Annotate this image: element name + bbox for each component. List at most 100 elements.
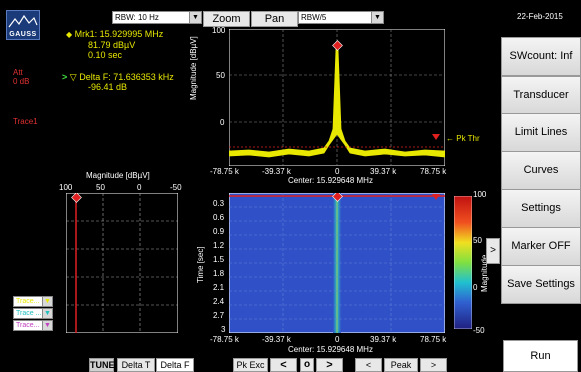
waterfall-ylabel: Time [sec]	[196, 246, 205, 283]
delta-freq: Delta F: 71.636353 kHz	[79, 72, 174, 82]
chevron-down-icon: ▼	[42, 297, 52, 306]
delta-arrow-icon: >	[62, 72, 68, 82]
marker-diamond-icon	[332, 193, 343, 202]
pk-thr-text: Pk Thr	[456, 134, 480, 143]
trace-select-1[interactable]: Trace... ▼	[13, 296, 53, 307]
chevron-down-icon: ▼	[42, 321, 52, 330]
delta-level: -96.41 dB	[88, 82, 128, 92]
delta-marker-icon	[432, 194, 440, 200]
waterfall-ytick: 2.1	[213, 283, 225, 292]
spectrum-xlabel: Center: 15.929648 MHz	[288, 176, 373, 185]
waterfall-ytick: 0.9	[213, 227, 225, 236]
delta-f-button[interactable]: Delta F	[156, 358, 194, 372]
waterfall-ytick: 0.3	[213, 199, 225, 208]
center-marker-button[interactable]: o	[300, 358, 314, 372]
colorbar-toggle-button[interactable]: >	[486, 238, 500, 264]
marker1-freq: Mrk1: 15.929995 MHz	[74, 29, 164, 39]
pk-thr-label: ← Pk Thr	[446, 134, 480, 143]
date-label: 22-Feb-2015	[517, 12, 563, 21]
pan-button[interactable]: Pan	[251, 11, 298, 27]
magnitude-panel	[66, 193, 178, 333]
spectrum-ytick: 100	[212, 26, 226, 35]
waterfall-xtick: -78.75 k	[210, 335, 239, 344]
arrow-left-icon: ←	[446, 134, 454, 143]
limit-lines-button[interactable]: Limit Lines	[501, 113, 581, 152]
waterfall-xtick: 0	[335, 335, 340, 344]
waterfall-ytick: 3	[221, 325, 226, 334]
waterfall-ytick: 1.5	[213, 255, 225, 264]
marker-diamond-icon	[71, 193, 82, 203]
spectrum-plot	[229, 29, 445, 166]
run-button[interactable]: Run	[503, 340, 578, 372]
curves-button[interactable]: Curves	[501, 151, 581, 190]
marker-off-button[interactable]: Marker OFF	[501, 227, 581, 266]
marker1-readout: ◆ Mrk1: 15.929995 MHz 81.79 dBµV 0.10 se…	[66, 29, 163, 60]
marker1-level: 81.79 dBµV	[88, 40, 136, 50]
colorbar-tick: 0	[473, 283, 478, 292]
peak-button[interactable]: Peak	[384, 358, 418, 372]
logo-wave-icon	[8, 14, 38, 28]
marker-diamond-icon	[332, 40, 343, 51]
trace-select-2[interactable]: Trace ... ▼	[13, 308, 53, 319]
delta-marker-icon	[432, 134, 440, 140]
rbw-select[interactable]: RBW: 10 Hz ▼	[112, 11, 202, 24]
waterfall-ytick: 1.8	[213, 269, 225, 278]
waterfall-ytick: 2.7	[213, 311, 225, 320]
next-small-button[interactable]: >	[420, 358, 447, 372]
marker-diamond-icon: ◆	[66, 30, 73, 39]
colorbar	[454, 196, 472, 329]
spectrum-xtick: 39.37 k	[370, 167, 397, 176]
settings-button[interactable]: Settings	[501, 189, 581, 228]
spectrum-xtick: -78.75 k	[210, 167, 239, 176]
magnitude-panel-title: Magnitude [dBµV]	[86, 171, 150, 180]
spectrum-xtick: -39.37 k	[262, 167, 291, 176]
colorbar-tick: -50	[473, 326, 485, 335]
marker1-time: 0.10 sec	[88, 50, 123, 60]
spectrum-xtick: 78.75 k	[420, 167, 447, 176]
mag-tick: -50	[170, 183, 182, 192]
mag-tick: 100	[59, 183, 73, 192]
colorbar-tick: 50	[473, 236, 482, 245]
chevron-down-icon: ▼	[189, 12, 201, 23]
waterfall-ytick: 1.2	[213, 241, 225, 250]
delta-t-button[interactable]: Delta T	[117, 358, 155, 372]
att-label: Att	[13, 68, 23, 77]
swcount-button[interactable]: SWcount: Inf	[501, 37, 581, 76]
waterfall-xlabel: Center: 15.929648 MHz	[288, 345, 373, 354]
waterfall-ytick: 0.6	[213, 213, 225, 222]
mag-tick: 50	[96, 183, 105, 192]
att-value: 0 dB	[13, 77, 30, 86]
spectrum-ytick: 50	[216, 71, 225, 80]
prev-small-button[interactable]: <	[355, 358, 382, 372]
waterfall-ytick: 2.4	[213, 297, 225, 306]
waterfall-xtick: 39.37 k	[370, 335, 397, 344]
trace-label: Trace1	[13, 117, 38, 126]
zoom-button[interactable]: Zoom	[203, 11, 250, 27]
trace-select-value: Trace ...	[16, 310, 42, 317]
delta-readout: > ▽ Delta F: 71.636353 kHz -96.41 dB	[62, 72, 174, 92]
spectrum-xtick: 0	[335, 167, 340, 176]
rbw-ratio-select[interactable]: RBW/5 ▼	[298, 11, 384, 24]
tune-button[interactable]: TUNE	[89, 358, 115, 372]
chevron-down-icon: ▼	[371, 12, 383, 23]
waterfall-plot	[229, 193, 445, 333]
chevron-down-icon: ▼	[42, 309, 52, 318]
delta-triangle-icon: ▽	[69, 72, 77, 82]
waterfall-xtick: -39.37 k	[262, 335, 291, 344]
save-settings-button[interactable]: Save Settings	[501, 265, 581, 304]
trace-select-3[interactable]: Trace... ▼	[13, 320, 53, 331]
spectrum-ylabel: Magnitude [dBµV]	[189, 36, 198, 100]
prev-peak-button[interactable]: <	[270, 358, 297, 372]
pk-exc-button[interactable]: Pk Exc	[233, 358, 268, 372]
trace-select-value: Trace...	[16, 298, 40, 305]
gauss-logo: GAUSS	[6, 10, 40, 40]
next-peak-button[interactable]: >	[316, 358, 343, 372]
spectrum-ytick: 0	[220, 118, 225, 127]
transducer-button[interactable]: Transducer	[501, 76, 581, 115]
trace-select-value: Trace...	[16, 322, 40, 329]
waterfall-xtick: 78.75 k	[420, 335, 447, 344]
colorbar-tick: 100	[473, 190, 487, 199]
rbw-select-value: RBW: 10 Hz	[115, 13, 159, 22]
rbw-ratio-select-value: RBW/5	[301, 13, 327, 22]
logo-text: GAUSS	[9, 31, 37, 38]
